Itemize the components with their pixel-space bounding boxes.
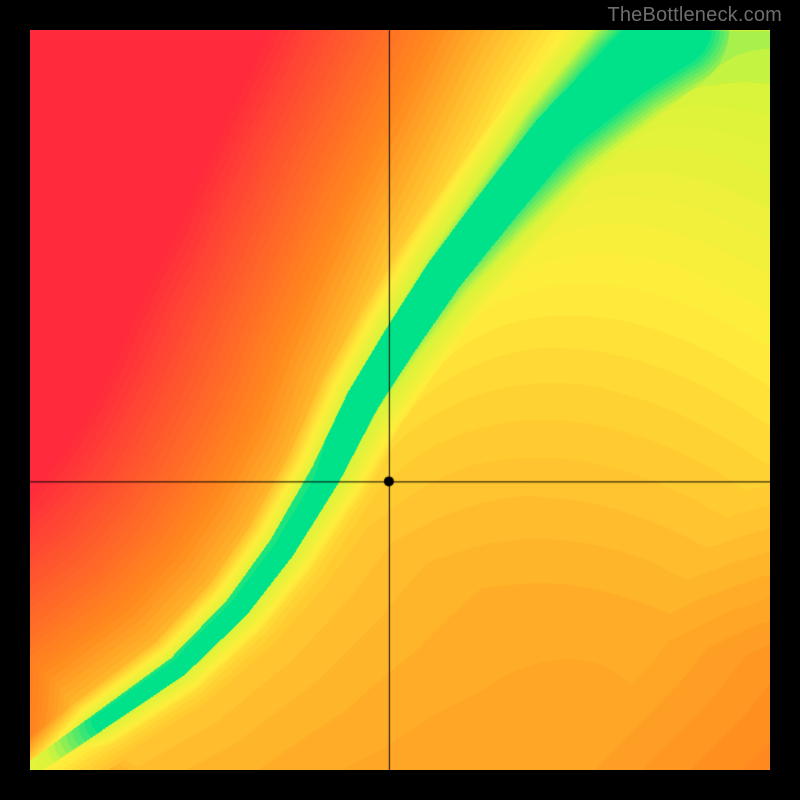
plot-area — [30, 30, 770, 770]
heatmap-canvas — [30, 30, 770, 770]
watermark-text: TheBottleneck.com — [607, 4, 782, 27]
chart-container: TheBottleneck.com — [0, 0, 800, 800]
